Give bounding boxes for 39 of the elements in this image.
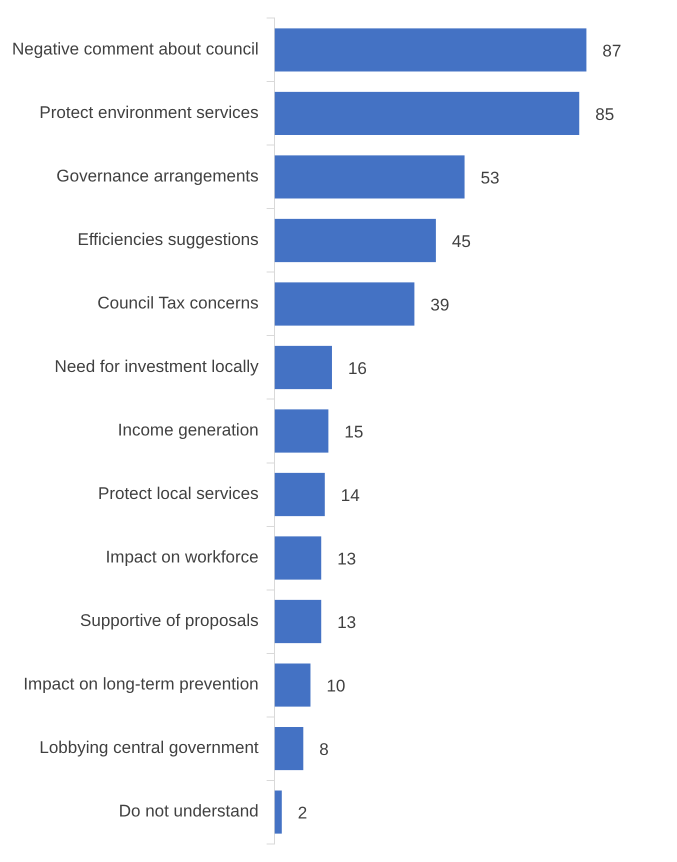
y-tick-label: Do not understand [118,802,259,821]
data-label: 87 [602,42,622,61]
y-tick-label: Governance arrangements [56,166,259,186]
bar [274,409,328,453]
y-tick-label: Efficiencies suggestions [78,230,259,250]
bar [274,282,414,326]
bar [274,663,310,707]
y-tick-label: Impact on long-term prevention [23,674,259,694]
y-tick-label: Lobbying central government [39,738,259,758]
data-label: 53 [480,168,500,188]
y-tick-label: Impact on workforce [106,548,259,567]
data-label: 8 [319,740,329,760]
bar [274,726,304,770]
data-label: 15 [344,422,364,442]
bar [274,92,580,136]
y-tick-label: Council Tax concerns [97,294,259,313]
y-tick-label: Protect environment services [39,103,259,122]
data-label: 85 [595,105,614,124]
data-label: 2 [298,804,308,823]
bar [274,218,436,262]
data-label: 16 [348,359,367,378]
data-label: 10 [326,676,346,696]
y-tick-label: Negative comment about council [12,40,259,59]
bar [274,536,322,580]
y-tick-label: Supportive of proposals [80,611,259,630]
data-label: 39 [430,296,450,315]
y-tick-label: Income generation [118,420,259,440]
data-label: 13 [337,550,356,569]
data-label: 14 [340,486,360,506]
bar [274,600,322,644]
data-label: 13 [337,613,356,632]
bar [274,28,586,72]
y-tick-label: Need for investment locally [54,357,260,376]
bar [274,790,282,834]
bar [274,472,325,516]
bar [274,346,332,390]
data-label: 45 [452,232,471,252]
bar [274,155,465,199]
y-tick-label: Protect local services [98,484,259,504]
